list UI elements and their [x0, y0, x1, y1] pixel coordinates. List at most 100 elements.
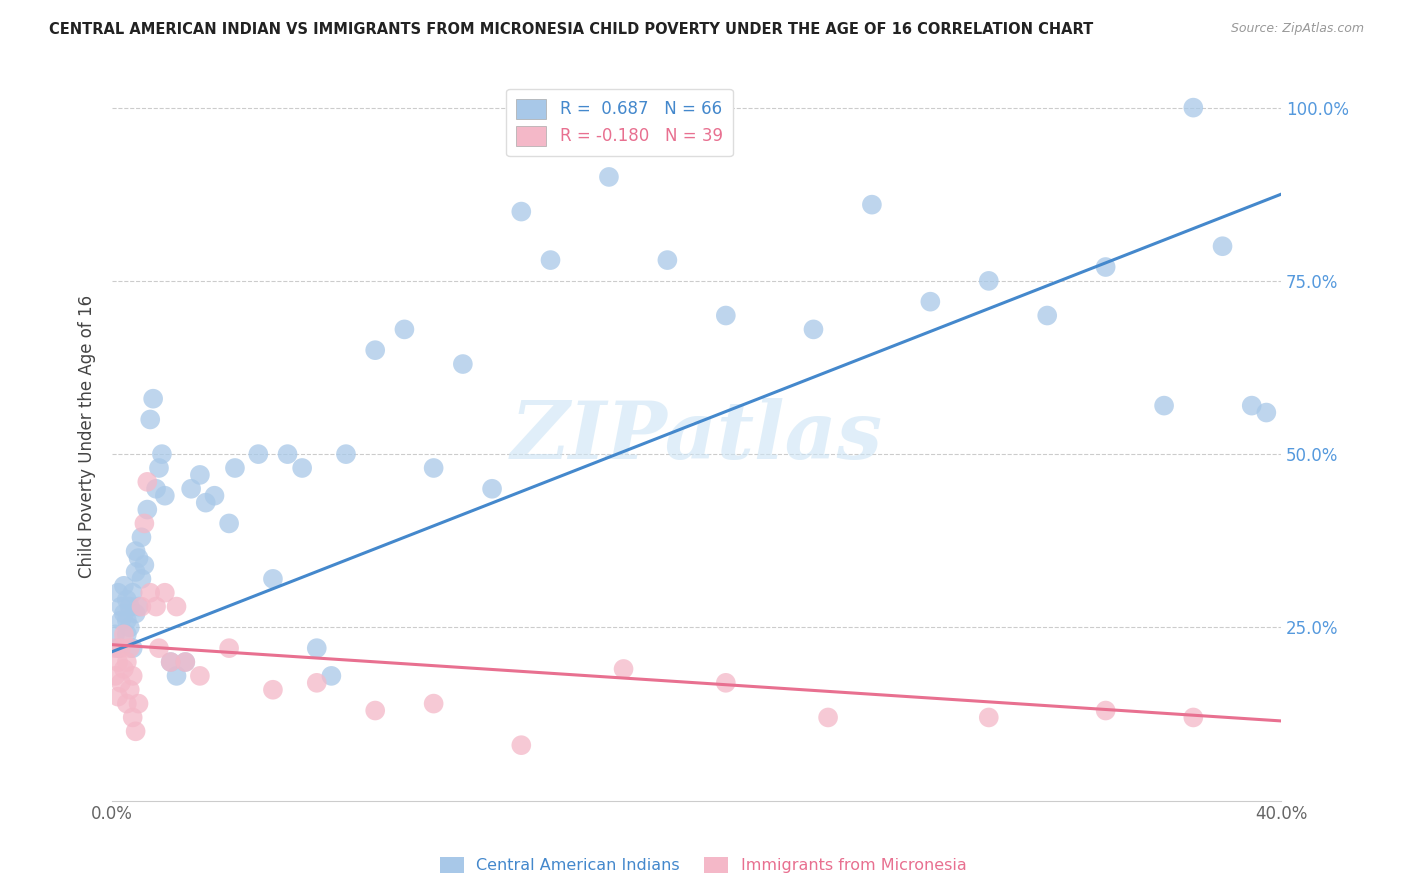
Point [166, 669, 188, 683]
Point [188, 669, 211, 683]
Point [124, 565, 146, 579]
Point [714, 309, 737, 323]
Point [128, 697, 150, 711]
Point [218, 641, 240, 656]
Point [540, 253, 562, 268]
Point [145, 599, 167, 614]
Point [104, 669, 127, 683]
Point [139, 412, 162, 426]
Point [1153, 399, 1175, 413]
Point [394, 322, 416, 336]
Point [153, 585, 176, 599]
Point [110, 675, 132, 690]
Point [1256, 405, 1278, 419]
Point [1212, 239, 1234, 253]
Point [131, 572, 153, 586]
Point [262, 572, 284, 586]
Point [159, 655, 181, 669]
Point [121, 585, 143, 599]
Point [115, 592, 138, 607]
Point [159, 655, 181, 669]
Point [104, 641, 127, 656]
Point [121, 669, 143, 683]
Point [128, 551, 150, 566]
Point [112, 627, 135, 641]
Point [118, 620, 141, 634]
Point [291, 461, 314, 475]
Point [166, 599, 188, 614]
Point [115, 655, 138, 669]
Point [104, 627, 127, 641]
Point [115, 627, 138, 641]
Point [1094, 260, 1116, 274]
Point [335, 447, 357, 461]
Point [136, 502, 159, 516]
Point [422, 697, 444, 711]
Text: CENTRAL AMERICAN INDIAN VS IMMIGRANTS FROM MICRONESIA CHILD POVERTY UNDER THE AG: CENTRAL AMERICAN INDIAN VS IMMIGRANTS FR… [49, 22, 1094, 37]
Point [920, 294, 942, 309]
Point [107, 585, 129, 599]
Point [860, 197, 883, 211]
Point [142, 392, 165, 406]
Point [121, 710, 143, 724]
Point [107, 655, 129, 669]
Point [124, 607, 146, 621]
Y-axis label: Child Poverty Under the Age of 16: Child Poverty Under the Age of 16 [79, 295, 96, 578]
Point [1094, 704, 1116, 718]
Point [110, 641, 132, 656]
Point [481, 482, 503, 496]
Point [110, 599, 132, 614]
Point [148, 641, 170, 656]
Point [124, 544, 146, 558]
Point [194, 495, 217, 509]
Point [321, 669, 343, 683]
Point [118, 682, 141, 697]
Point [131, 599, 153, 614]
Point [118, 599, 141, 614]
Point [139, 585, 162, 599]
Point [803, 322, 825, 336]
Point [612, 662, 634, 676]
Text: ZIPatlas: ZIPatlas [510, 398, 883, 475]
Point [977, 710, 1000, 724]
Point [136, 475, 159, 489]
Point [134, 516, 156, 531]
Point [148, 461, 170, 475]
Legend: Central American Indians, Immigrants from Micronesia: Central American Indians, Immigrants fro… [433, 850, 973, 880]
Point [112, 607, 135, 621]
Point [1182, 101, 1205, 115]
Point [174, 655, 197, 669]
Point [134, 558, 156, 572]
Point [112, 662, 135, 676]
Point [510, 204, 533, 219]
Point [107, 641, 129, 656]
Point [180, 482, 202, 496]
Point [977, 274, 1000, 288]
Point [174, 655, 197, 669]
Point [124, 724, 146, 739]
Point [218, 516, 240, 531]
Point [598, 169, 620, 184]
Point [107, 690, 129, 704]
Point [422, 461, 444, 475]
Point [364, 343, 387, 358]
Point [262, 682, 284, 697]
Point [224, 461, 246, 475]
Point [115, 614, 138, 628]
Point [247, 447, 270, 461]
Point [364, 704, 387, 718]
Point [817, 710, 839, 724]
Legend: R =  0.687   N = 66, R = -0.180   N = 39: R = 0.687 N = 66, R = -0.180 N = 39 [506, 88, 733, 156]
Point [118, 641, 141, 656]
Point [110, 614, 132, 628]
Point [1182, 710, 1205, 724]
Point [150, 447, 173, 461]
Point [277, 447, 299, 461]
Point [1240, 399, 1263, 413]
Point [714, 675, 737, 690]
Point [153, 489, 176, 503]
Point [121, 641, 143, 656]
Point [305, 641, 328, 656]
Point [657, 253, 679, 268]
Point [128, 599, 150, 614]
